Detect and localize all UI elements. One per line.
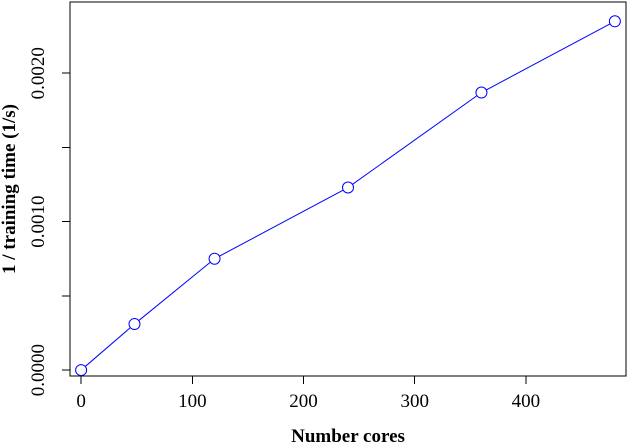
x-tick-label: 100: [178, 391, 207, 412]
plot-frame: [69, 1, 627, 377]
series-layer: [75, 15, 621, 377]
y-tick-label: 0.0000: [28, 344, 49, 396]
x-tick-label: 200: [289, 391, 318, 412]
data-point: [128, 318, 141, 331]
data-point: [608, 15, 621, 28]
y-axis: 0.0000 0.0010 0.0020: [28, 47, 70, 396]
data-point: [475, 86, 488, 99]
x-tick-label: 400: [512, 391, 541, 412]
data-point: [208, 252, 221, 265]
y-tick-label: 0.0020: [28, 47, 49, 99]
data-point: [75, 364, 88, 377]
x-tick-label: 0: [76, 391, 86, 412]
series-line: [80, 20, 616, 371]
y-axis-title: 1 / training time (1/s): [0, 104, 20, 274]
x-tick-label: 300: [400, 391, 429, 412]
x-axis: 0 100 200 300 400: [76, 376, 540, 412]
data-point: [342, 181, 354, 194]
y-tick-label: 0.0010: [28, 196, 49, 248]
x-axis-title: Number cores: [291, 426, 405, 444]
